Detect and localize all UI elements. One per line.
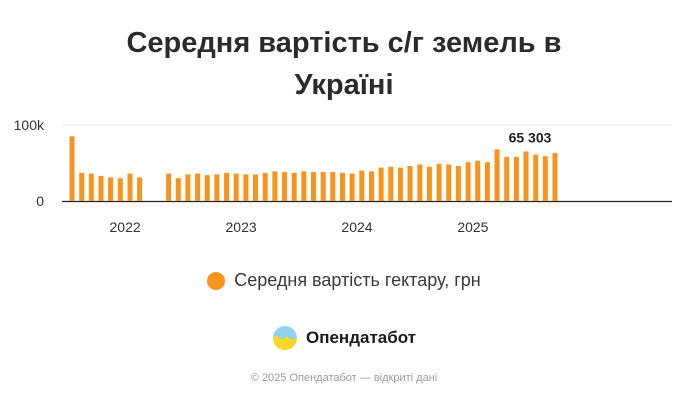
bar [504,156,510,201]
bar [79,172,85,201]
x-tick-label: 2025 [457,219,488,235]
chart-bars [69,136,558,201]
bar [494,149,500,201]
bar [127,173,133,201]
bar [349,173,355,201]
chart-title-line-1: Середня вартість с/г земель в [126,27,562,59]
legend-marker [207,271,226,290]
bar [417,164,423,201]
x-tick-label: 2022 [110,219,141,235]
chart-title: Середня вартість с/г земель в Україні [0,22,688,106]
bar [195,173,201,201]
bar [282,172,287,201]
bar [214,174,220,201]
y-tick-label: 0 [36,193,44,209]
bar [175,178,181,201]
highlight-data-label: 65 303 [509,129,552,145]
bar [340,172,345,201]
bar [484,162,490,201]
chart-legend: Середня вартість гектару, грн [0,270,688,291]
bar-chart: 0 100k 2022 2023 2024 2025 65 303 [14,117,672,235]
bar [69,136,75,201]
bar [166,173,172,201]
bar [465,162,471,201]
bar [224,172,230,201]
bar [88,173,94,201]
bar [359,170,365,201]
bar [330,172,336,201]
bar [117,178,123,201]
bar [301,171,307,201]
bar [272,171,278,201]
bar [407,166,413,201]
bar [542,156,548,201]
bar [513,156,519,201]
chart-labels: 0 100k 2022 2023 2024 2025 65 303 [14,117,552,235]
bar [311,172,316,201]
x-tick-label: 2023 [226,219,257,235]
bar [455,166,461,201]
bar [108,177,114,201]
bar [204,175,210,201]
bar [291,172,297,201]
bar [243,174,249,201]
bar [552,153,558,201]
legend-label: Середня вартість гектару, грн [234,270,481,290]
bar [533,154,539,201]
x-tick-label: 2024 [341,219,372,235]
chart-title-line-2: Україні [294,69,394,101]
bar [397,167,403,201]
y-tick-label: 100k [14,117,45,133]
bar [388,166,394,201]
bar [253,174,258,201]
bar [523,151,529,201]
brand: Опендатабот [0,325,688,351]
bar [233,173,239,201]
brand-name: Опендатабот [305,328,417,347]
bar [262,172,268,201]
brand-logo-icon [272,326,297,350]
bar [446,164,452,201]
bar [475,160,481,201]
bar [98,175,104,201]
bar [426,166,432,201]
bar [436,163,442,201]
chart-grid [62,124,672,203]
bar [137,177,143,201]
bar [378,167,384,201]
bar [185,174,191,201]
footer-copyright: © 2025 Опендатабот — відкриті дані [250,372,438,384]
bar [369,171,374,201]
bar [320,172,326,201]
